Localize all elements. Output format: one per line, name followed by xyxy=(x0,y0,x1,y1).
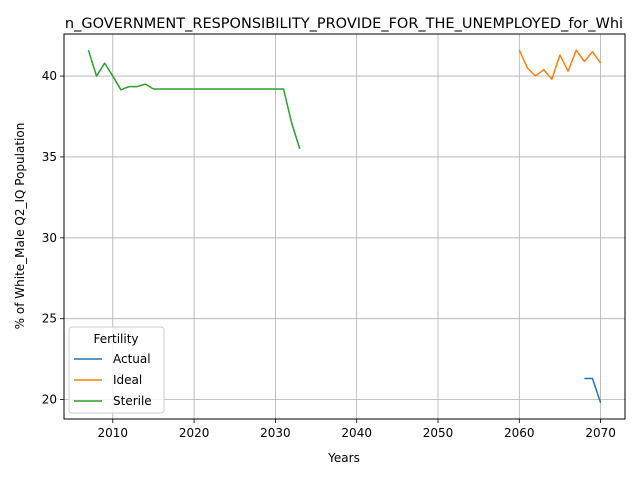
plot-frame xyxy=(63,33,626,420)
series-lines xyxy=(87,49,602,404)
chart-title: n_GOVERNMENT_RESPONSIBILITY_PROVIDE_FOR_… xyxy=(65,16,623,32)
x-tick-label: 2020 xyxy=(179,426,210,440)
x-axis-label: Years xyxy=(327,451,360,465)
series-line-actual xyxy=(584,377,602,404)
x-tick-label: 2030 xyxy=(260,426,291,440)
y-tick-label: 35 xyxy=(42,150,57,164)
series-line-ideal xyxy=(518,49,602,81)
legend-label-actual: Actual xyxy=(113,352,151,366)
x-tick-label: 2010 xyxy=(98,426,129,440)
grid xyxy=(64,34,625,419)
legend-title: Fertility xyxy=(93,332,138,346)
legend-box xyxy=(68,326,165,414)
legend-label-sterile: Sterile xyxy=(113,394,152,408)
series-line-sterile xyxy=(87,49,301,150)
y-tick-label: 40 xyxy=(42,69,57,83)
x-tick-label: 2070 xyxy=(585,426,616,440)
y-tick-label: 20 xyxy=(42,393,57,407)
legend-entries: Actual Ideal Sterile xyxy=(74,352,152,408)
y-axis-label: % of White_Male Q2_IQ Population xyxy=(13,123,27,330)
legend: Fertility Actual Ideal Sterile xyxy=(68,326,165,414)
axis-ticks: 2010 2020 2030 2040 2050 2060 2070 20 25 30 35 40 xyxy=(42,69,616,440)
x-tick-label: 2060 xyxy=(504,426,535,440)
x-tick-label: 2050 xyxy=(423,426,454,440)
y-tick-label: 30 xyxy=(42,231,57,245)
x-tick-label: 2040 xyxy=(341,426,372,440)
y-tick-label: 25 xyxy=(42,312,57,326)
legend-label-ideal: Ideal xyxy=(113,373,142,387)
